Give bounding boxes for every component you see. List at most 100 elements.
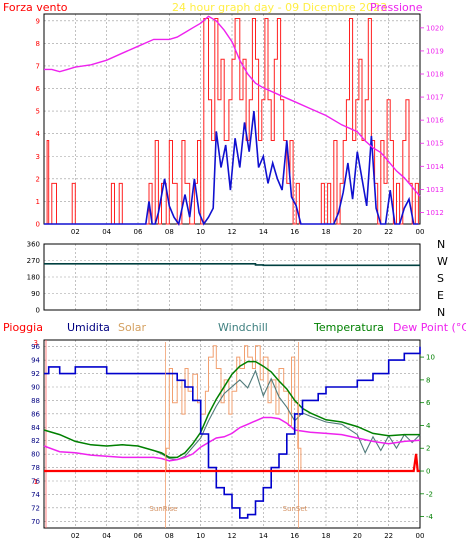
header-label-dewpoint: Dew Point (°C) <box>393 321 466 334</box>
humidity-tick-label: 88 <box>31 397 40 405</box>
header-label-humidity: Umidita <box>67 321 110 334</box>
compass-label: S <box>437 272 444 285</box>
temperature-tick-label: 6 <box>426 399 431 407</box>
pressure-tick-label: 1020 <box>426 24 444 32</box>
wind-speed-tick-label: 3 <box>36 153 40 161</box>
humidity-tick-label: 92 <box>31 370 40 378</box>
humidity-tick-label: 72 <box>31 504 40 512</box>
weather-x-tick-label: 08 <box>165 532 174 540</box>
pressure-tick-label: 1012 <box>426 209 444 217</box>
weather-x-tick-label: 12 <box>228 532 237 540</box>
direction-y-ticks: 0 90 180 270 360 <box>27 241 40 315</box>
weather-x-tick-label: 04 <box>102 532 111 540</box>
humidity-tick-label: 74 <box>31 491 40 499</box>
wind-speed-tick-label: 6 <box>36 85 41 93</box>
weather-x-tick-label: 02 <box>71 532 80 540</box>
weather-x-tick-label: 14 <box>259 532 268 540</box>
wind-pressure-x-ticks: 02 04 06 08 10 12 14 16 18 20 22 00 <box>71 228 425 236</box>
temperature-tick-label: 0 <box>426 468 430 476</box>
wind-pressure-x-tick-label: 22 <box>384 228 393 236</box>
sun-marker-label: SunRise <box>149 505 177 513</box>
pressure-tick-label: 1017 <box>426 94 444 102</box>
wind-speed-line <box>44 111 419 226</box>
weather-x-tick-label: 16 <box>290 532 299 540</box>
temperature-tick-label: -2 <box>426 490 433 498</box>
weather-x-tick-label: 18 <box>322 532 331 540</box>
compass-label: N <box>437 306 445 319</box>
humidity-tick-label: 70 <box>31 518 40 526</box>
direction-tick-label: 270 <box>27 257 40 265</box>
wind-pressure-x-tick-label: 10 <box>196 228 205 236</box>
compass-label: E <box>437 289 444 302</box>
weather-x-ticks: 02 04 06 08 10 12 14 16 18 20 22 00 <box>71 532 425 540</box>
temperature-line <box>43 360 420 459</box>
humidity-tick-label: 96 <box>31 343 40 351</box>
wind-pressure-x-tick-label: 14 <box>259 228 268 236</box>
direction-tick-label: 90 <box>31 290 40 298</box>
sun-marker-label: SunSet <box>283 505 308 513</box>
direction-tick-label: 360 <box>27 241 40 249</box>
pressure-tick-label: 1015 <box>426 140 444 148</box>
direction-tick-label: 180 <box>27 274 40 282</box>
rain-scale-mark-top: 3 <box>34 339 38 347</box>
rain-line <box>44 453 420 473</box>
temperature-tick-label: -4 <box>426 513 434 521</box>
wind-speed-y-ticks: 0 1 2 3 4 5 6 7 8 9 <box>36 17 41 228</box>
weather-x-tick-label: 10 <box>196 532 205 540</box>
dewpoint-line <box>43 416 421 462</box>
humidity-tick-label: 86 <box>31 410 40 418</box>
header-label-windchill: Windchill <box>218 321 268 334</box>
temperature-tick-label: 4 <box>426 422 431 430</box>
humidity-tick-label: 78 <box>31 464 40 472</box>
pressure-tick-label: 1014 <box>426 163 444 171</box>
chart-title: 24 hour graph day - 09 Dicembre 2023 <box>172 1 387 14</box>
humidity-tick-label: 76 <box>31 478 40 486</box>
humidity-tick-label: 90 <box>31 384 40 392</box>
wind-speed-tick-label: 2 <box>36 175 40 183</box>
solar-line <box>161 345 302 472</box>
wind-speed-tick-label: 9 <box>36 17 40 25</box>
direction-grid <box>44 244 420 310</box>
humidity-tick-label: 82 <box>31 437 40 445</box>
sun-annotations: SunRise SunSet <box>149 342 308 528</box>
rain-scale-mark-mid: 1 <box>34 478 38 486</box>
wind-pressure-x-tick-label: 00 <box>416 228 425 236</box>
direction-series <box>44 262 420 267</box>
wind-pressure-series <box>44 15 421 226</box>
humidity-tick-label: 84 <box>31 424 40 432</box>
compass-label: W <box>437 255 448 268</box>
wind-pressure-x-tick-label: 06 <box>134 228 143 236</box>
wind-pressure-x-tick-label: 12 <box>228 228 237 236</box>
weather-x-tick-label: 22 <box>384 532 393 540</box>
wind-speed-axis-title: Forza vento <box>3 1 68 14</box>
wind-pressure-x-tick-label: 16 <box>290 228 299 236</box>
pressure-axis-title: Pressione <box>370 1 423 14</box>
wind-pressure-x-tick-label: 02 <box>71 228 80 236</box>
pressure-tick-label: 1019 <box>426 47 444 55</box>
humidity-tick-label: 94 <box>31 357 40 365</box>
wind-speed-tick-label: 8 <box>36 40 40 48</box>
pressure-tick-label: 1016 <box>426 117 444 125</box>
wind-pressure-x-tick-label: 08 <box>165 228 174 236</box>
weather-x-tick-label: 06 <box>134 532 143 540</box>
weather-x-tick-label: 00 <box>416 532 425 540</box>
wind-speed-tick-label: 7 <box>36 62 40 70</box>
temperature-tick-label: 2 <box>426 445 430 453</box>
wind-gust-line <box>44 18 419 225</box>
header-label-rain: Pioggia <box>3 321 43 334</box>
wind-pressure-plot-frame <box>43 13 421 225</box>
wind-direction-line <box>44 262 420 267</box>
humidity-tick-label: 80 <box>31 451 40 459</box>
weather-x-tick-label: 20 <box>353 532 362 540</box>
wind-speed-tick-label: 1 <box>36 198 40 206</box>
wind-speed-tick-label: 5 <box>36 108 40 116</box>
pressure-line <box>44 15 421 197</box>
pressure-y-ticks: 1012 1013 1014 1015 1016 1017 1018 1019 1020 <box>420 24 444 217</box>
wind-pressure-x-tick-label: 04 <box>102 228 111 236</box>
compass-label: N <box>437 238 445 251</box>
wind-pressure-x-tick-label: 18 <box>322 228 331 236</box>
direction-plot-frame <box>43 243 421 311</box>
